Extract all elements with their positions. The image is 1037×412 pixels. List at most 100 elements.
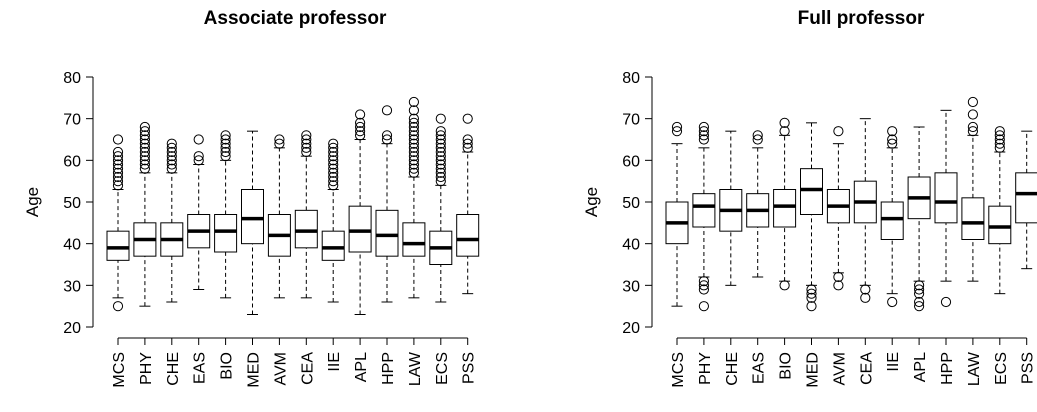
outlier-point [139,121,150,133]
outlier-point [860,284,871,295]
outlier-point [435,163,446,174]
outlier-point [671,121,683,133]
outlier-point [752,130,763,141]
outlier-point [408,121,419,133]
box-che: CHE [719,130,743,386]
outlier-point [355,130,366,141]
iqr-box [800,168,823,216]
iqr-box [106,230,130,261]
outlier-point [328,142,339,153]
outlier-point [994,134,1005,145]
chart-title: Associate professor [204,8,387,29]
outlier-point [833,280,844,291]
y-tick-label: 60 [622,153,640,170]
outlier-point [220,134,231,145]
outlier-point [887,138,898,149]
outlier-point [914,280,925,291]
outlier-point [408,117,419,128]
outlier-point [698,121,710,133]
y-tick-label: 30 [63,278,81,295]
box-avm: AVM [826,126,850,385]
box-cea: CEA [294,130,318,385]
x-tick-label: ECS [993,352,1010,385]
outlier-point [166,142,177,153]
x-tick-label: CHE [165,352,182,386]
outlier-point [887,126,898,137]
iqr-box [348,205,372,253]
outlier-point [328,176,339,187]
outlier-point [166,146,177,158]
outlier-point [408,134,419,145]
outlier-point [967,121,979,133]
box-che: CHE [160,138,184,386]
box-apl: APL [907,126,931,382]
outlier-point [112,301,124,312]
outlier-point [408,105,419,116]
outlier-point [355,121,366,133]
x-tick-label: PHY [138,352,155,385]
outlier-point [301,142,312,153]
box-iie: IIE [880,126,904,372]
outlier-point [435,167,446,178]
outlier-point [381,134,393,145]
box-mcs: MCS [106,134,130,388]
y-tick-label: 40 [622,237,640,254]
outlier-point [435,146,446,158]
y-tick-label: 40 [63,237,81,254]
y-axis-label: Age [23,187,42,217]
y-tick-label: 30 [622,278,640,295]
outlier-point [671,126,683,137]
box-mcs: MCS [665,121,689,388]
iqr-box [988,205,1012,245]
x-tick-label: APL [912,352,929,382]
outlier-point [408,142,419,153]
x-tick-label: HPP [939,352,956,385]
outlier-point [994,130,1005,141]
x-tick-label: CEA [858,352,875,385]
outlier-point [408,113,419,124]
outlier-point [166,138,177,149]
box-ecs: ECS [988,126,1012,385]
box-law: LAW [961,96,985,386]
box-avm: AVM [267,134,291,385]
x-tick-label: CHE [724,352,741,386]
x-tick-label: MCS [670,352,687,388]
x-tick-label: IIE [326,352,343,372]
outlier-point [139,130,150,141]
x-tick-label: BIO [778,352,795,380]
outlier-point [698,276,710,287]
outlier-point [833,271,844,283]
outlier-point [967,109,979,120]
outlier-point [408,96,419,108]
outlier-point [408,126,419,137]
outlier-point [698,301,710,312]
x-tick-label: AVM [831,352,848,385]
outlier-point [355,126,366,137]
outlier-point [328,138,339,149]
outlier-point [220,146,231,158]
outlier-point [806,301,817,312]
box-hpp: HPP [375,105,399,385]
outlier-point [806,284,817,295]
outlier-point [435,151,446,162]
x-tick-label: PSS [461,352,478,384]
outlier-point [462,138,473,149]
x-tick-label: LAW [966,351,983,386]
outlier-point [220,130,231,141]
outlier-point [408,163,419,174]
iqr-box [456,214,480,257]
outlier-point [220,142,231,153]
x-tick-label: BIO [219,352,236,380]
outlier-point [328,151,339,162]
outlier-point [435,138,446,149]
y-tick-label: 50 [622,195,640,212]
outlier-point [139,159,150,170]
y-tick-label: 60 [63,153,81,170]
iqr-box [321,230,345,261]
iqr-box [773,189,797,228]
outlier-point [435,171,446,183]
outlier-point [139,142,150,153]
outlier-point [328,171,339,183]
chart-title: Full professor [798,8,925,29]
outlier-point [112,155,124,166]
